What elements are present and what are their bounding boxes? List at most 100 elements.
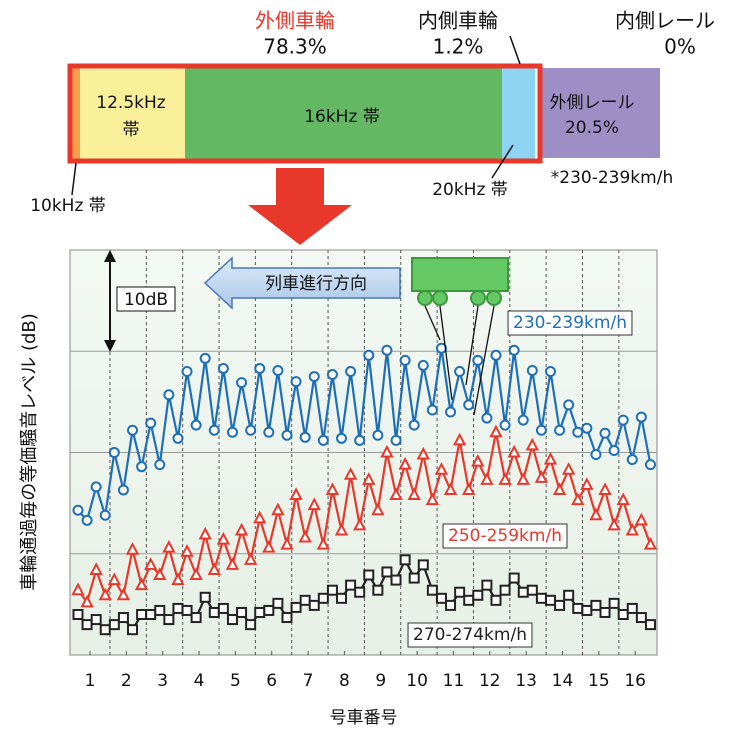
point	[581, 604, 593, 616]
point	[534, 470, 549, 483]
point	[262, 540, 276, 553]
point	[590, 599, 602, 611]
scale-arrow	[104, 250, 116, 262]
point	[272, 364, 284, 376]
point	[644, 459, 656, 471]
point	[326, 369, 338, 381]
point	[635, 411, 647, 423]
point	[381, 344, 393, 356]
label: 20kHz 帯	[432, 180, 508, 200]
point	[362, 472, 376, 485]
point	[389, 487, 403, 501]
point	[299, 431, 311, 443]
point	[236, 377, 248, 389]
point	[254, 362, 266, 374]
point	[144, 557, 158, 570]
point	[336, 592, 348, 604]
leader	[491, 144, 514, 179]
point	[417, 559, 429, 571]
x-tick-label: 8	[339, 671, 350, 691]
point	[643, 536, 658, 550]
point	[81, 514, 93, 526]
point	[136, 609, 148, 620]
point	[145, 417, 157, 429]
label: 78.3%	[263, 35, 327, 59]
x-tick-label: 16	[624, 671, 646, 691]
x-tick-label: 7	[303, 671, 314, 691]
point	[571, 492, 585, 506]
point	[525, 437, 539, 451]
point	[407, 487, 421, 501]
point	[343, 467, 358, 480]
point	[443, 482, 458, 495]
point	[572, 426, 584, 438]
x-tick-label: 13	[515, 671, 537, 691]
point	[353, 517, 367, 531]
point	[481, 579, 493, 591]
point	[472, 354, 484, 366]
point	[490, 594, 502, 606]
point	[72, 504, 84, 516]
point	[162, 540, 176, 553]
x-tick-label: 1	[85, 671, 96, 691]
point	[254, 606, 266, 618]
x-tick-label: 10	[406, 671, 428, 691]
leader	[71, 162, 77, 196]
point	[390, 434, 402, 446]
point	[554, 424, 566, 436]
label: 0%	[664, 35, 696, 59]
point	[99, 624, 111, 636]
point	[445, 406, 457, 418]
point	[225, 557, 240, 570]
point	[289, 487, 303, 501]
point	[434, 462, 449, 475]
point	[545, 366, 557, 377]
direction-label: 列車進行方向	[265, 274, 367, 294]
point	[463, 594, 475, 606]
wheels	[417, 290, 502, 306]
point	[608, 444, 620, 456]
point	[372, 429, 384, 441]
point	[172, 602, 184, 614]
point	[608, 597, 620, 609]
point	[399, 354, 411, 366]
point	[216, 531, 231, 545]
label: 内側車輪	[418, 9, 498, 33]
point	[454, 586, 466, 598]
label: 帯	[123, 120, 140, 140]
series-label: 270-274km/h	[413, 625, 527, 645]
train-icon	[411, 257, 509, 292]
point	[145, 609, 157, 620]
point	[98, 587, 112, 601]
x-tick-label: 11	[443, 671, 465, 691]
point	[116, 587, 131, 601]
point	[253, 510, 267, 524]
series-label-box	[507, 310, 633, 336]
point	[426, 404, 438, 416]
point	[217, 362, 229, 374]
point	[125, 542, 140, 555]
point	[599, 427, 611, 439]
point	[316, 536, 330, 550]
point	[644, 619, 656, 631]
point	[136, 461, 148, 473]
point	[236, 606, 248, 618]
point	[480, 472, 494, 485]
point	[452, 432, 467, 446]
point	[181, 604, 193, 616]
point	[552, 482, 567, 495]
point	[508, 344, 520, 356]
point	[90, 614, 102, 626]
point	[199, 352, 211, 364]
point	[372, 584, 384, 596]
point	[380, 444, 394, 458]
point	[280, 536, 294, 550]
point	[435, 592, 447, 604]
point	[535, 424, 547, 436]
point	[445, 599, 457, 611]
point	[117, 612, 129, 624]
point	[234, 522, 249, 536]
point	[263, 604, 275, 616]
label: 外側レール	[550, 93, 635, 113]
